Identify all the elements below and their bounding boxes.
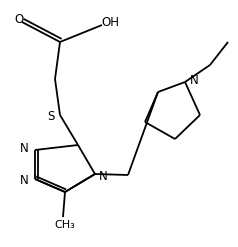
Text: O: O <box>14 14 24 26</box>
Text: N: N <box>20 174 28 187</box>
Text: N: N <box>190 74 198 86</box>
Text: N: N <box>99 169 107 183</box>
Text: N: N <box>20 142 28 155</box>
Text: S: S <box>47 110 55 124</box>
Text: CH₃: CH₃ <box>55 220 75 230</box>
Text: OH: OH <box>101 17 119 29</box>
